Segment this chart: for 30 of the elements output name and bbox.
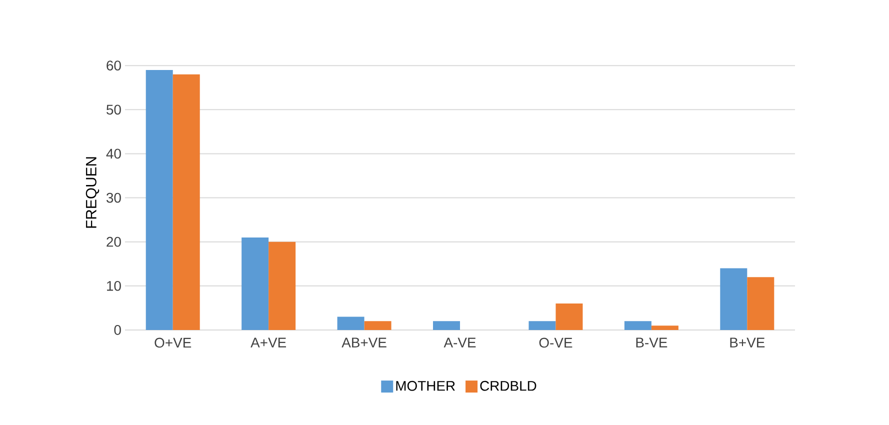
bar (747, 277, 774, 330)
bar (433, 321, 460, 330)
x-tick-label: O+VE (154, 338, 192, 348)
bar (720, 268, 748, 330)
x-tick-label: O-VE (539, 338, 572, 348)
legend-label: MOTHER (396, 380, 455, 391)
bar (337, 316, 364, 330)
x-tick-label: A+VE (250, 338, 286, 348)
x-tick-label: B+VE (730, 338, 765, 348)
y-tick-label: 10 (107, 280, 121, 291)
y-axis-title: FREQUEN (86, 157, 100, 228)
x-tick-label: B-VE (636, 338, 668, 348)
bar (556, 304, 583, 330)
x-tick-label: A-VE (444, 338, 476, 348)
bar (528, 321, 556, 330)
bar (172, 74, 200, 330)
y-tick-label: 50 (106, 104, 121, 115)
bar (651, 326, 678, 330)
bar (242, 237, 269, 330)
y-tick-label: 40 (106, 148, 121, 159)
y-tick-label: 0 (114, 325, 121, 335)
bar (624, 321, 652, 330)
bar (364, 321, 392, 330)
bar (146, 70, 173, 330)
y-tick-label: 20 (106, 236, 121, 247)
x-tick-label: AB+VE (342, 338, 386, 348)
y-tick-label: 30 (106, 192, 121, 203)
legend-label: CRDBLD (480, 380, 536, 391)
bar (268, 242, 296, 330)
y-tick-label: 60 (106, 60, 121, 71)
